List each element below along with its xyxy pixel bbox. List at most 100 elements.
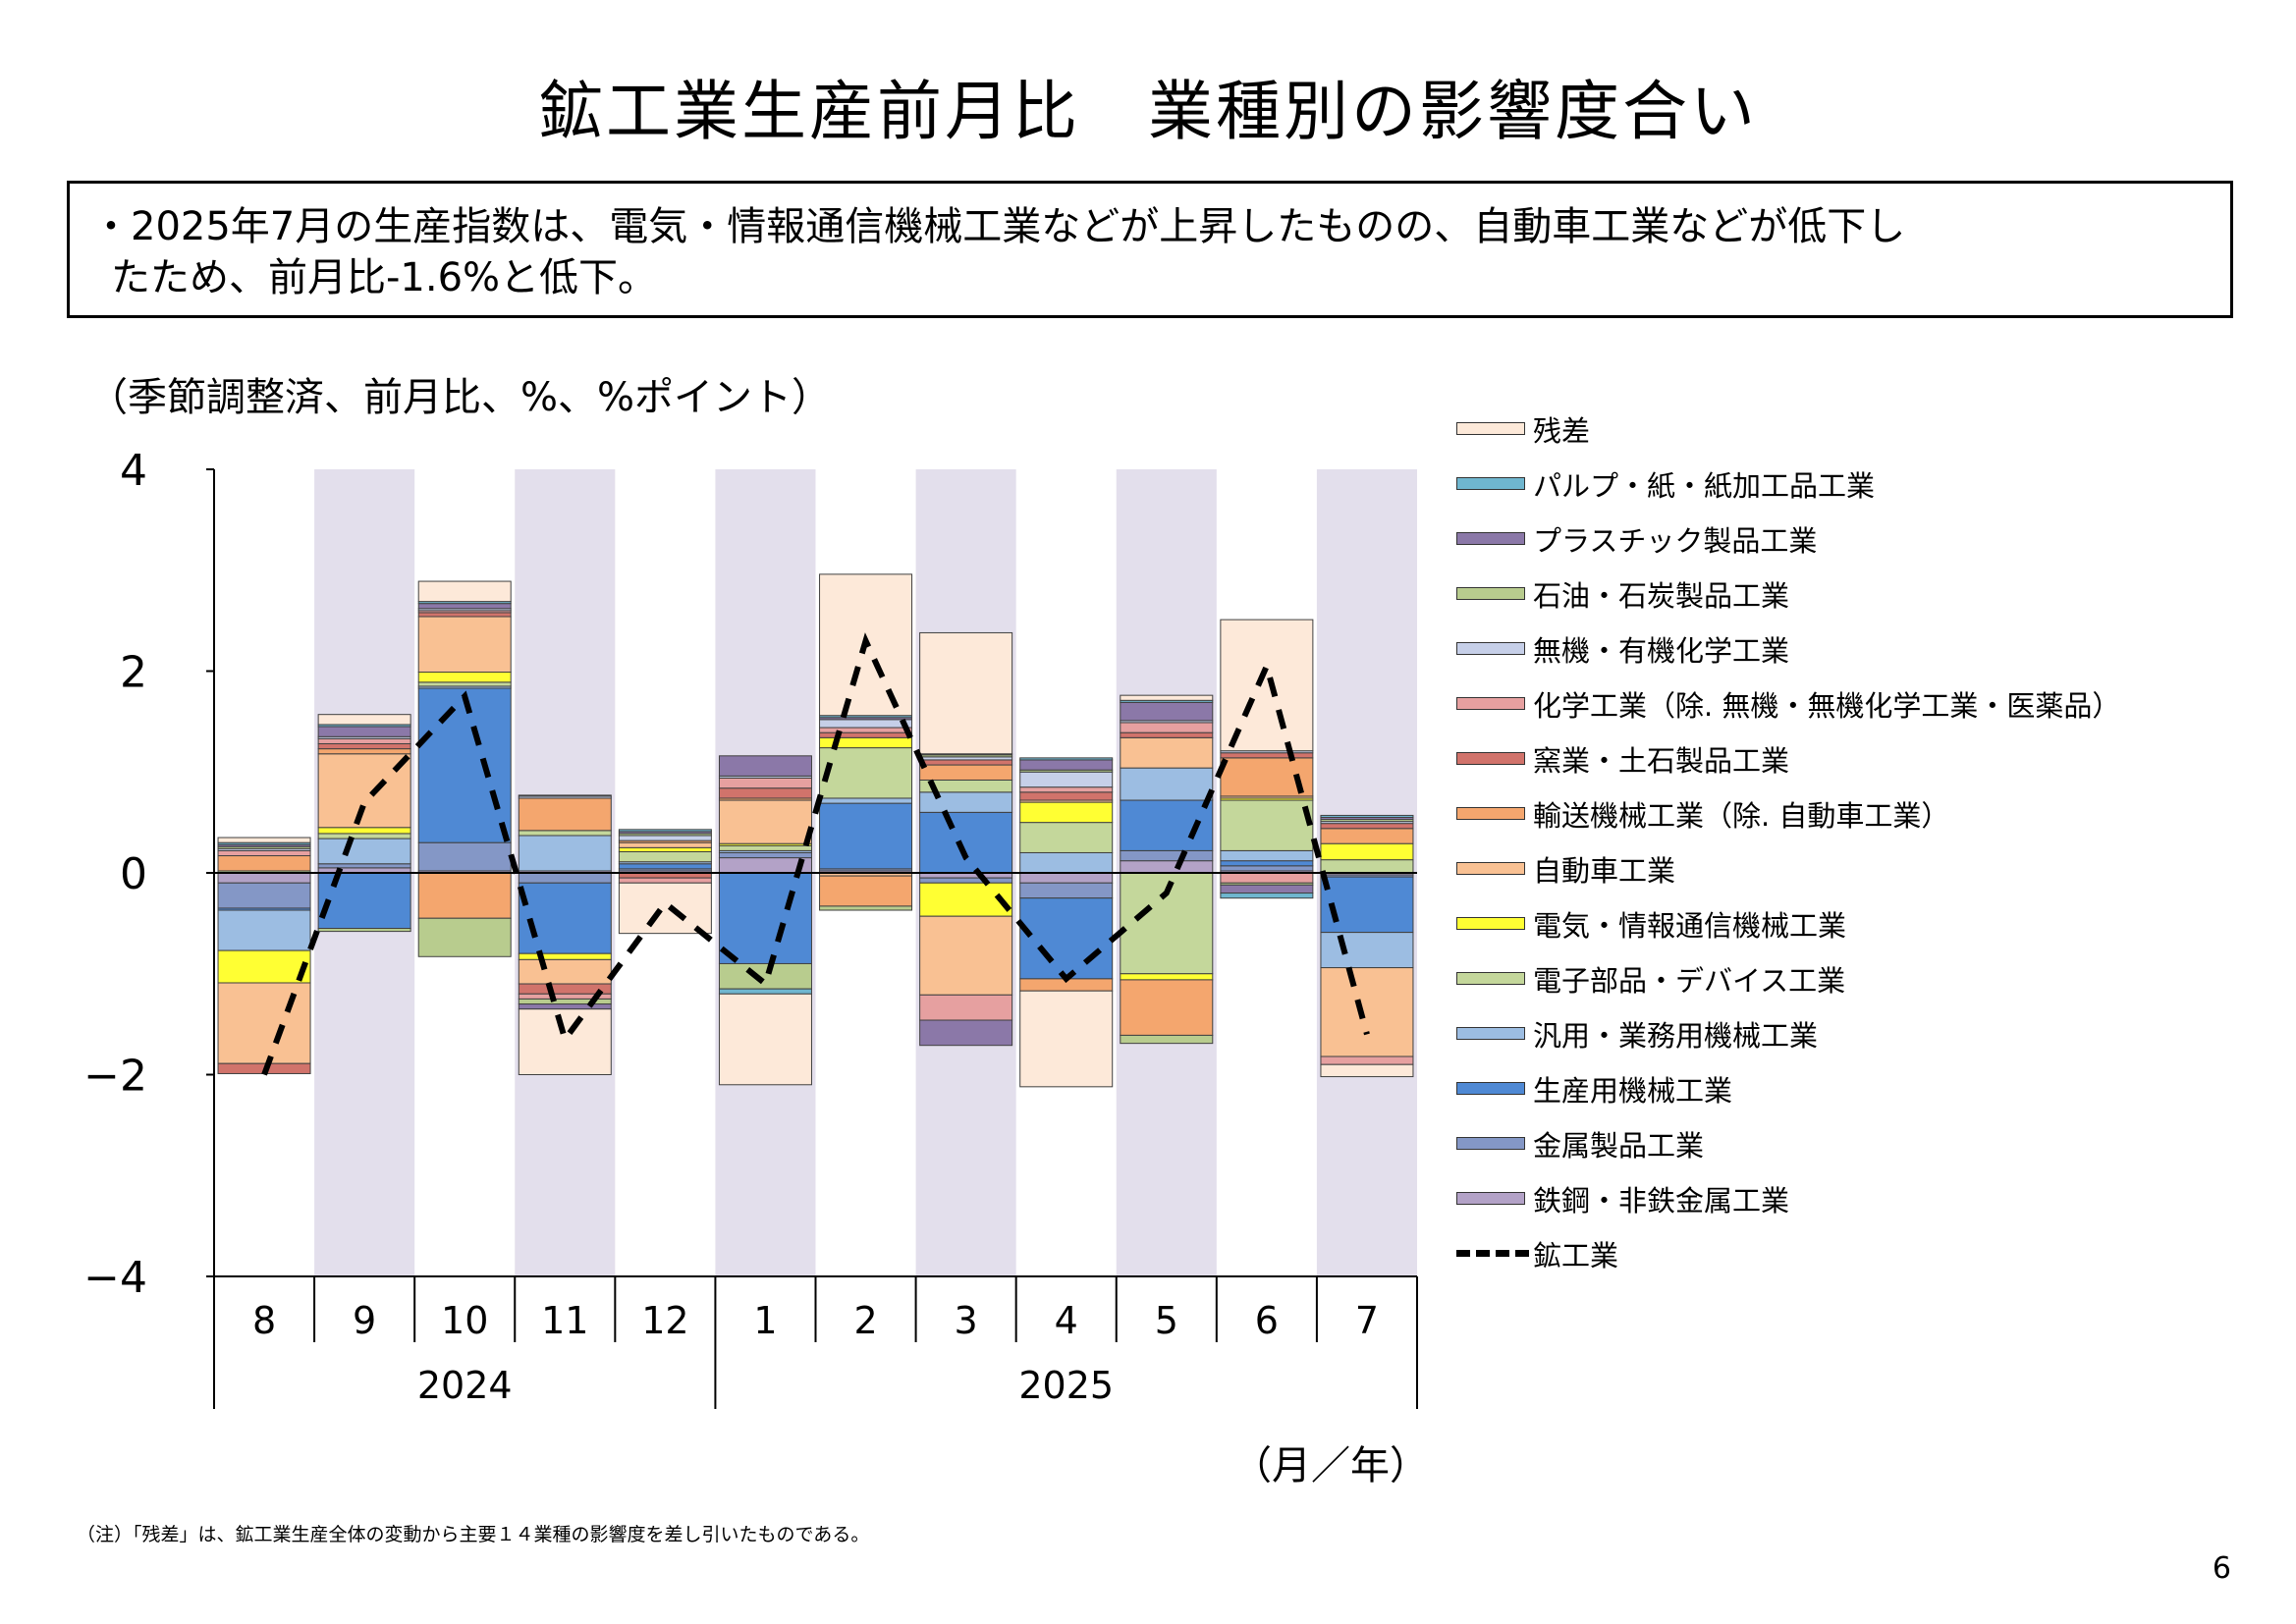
y-tick-label: −2 [83,1052,147,1102]
bar-segment [518,952,612,960]
bar-segment [1019,851,1114,874]
bar-segment [518,882,612,954]
bar-segment [217,872,311,884]
bar-segment [718,844,812,851]
bar-segment [1220,872,1314,884]
x-tick-label: 4 [1055,1299,1078,1342]
bar-segment [217,855,311,872]
bar-segment [317,838,411,865]
legend-dash-swatch [1456,1250,1529,1257]
y-tick-label: 0 [120,849,147,899]
bar-segment [317,714,411,726]
summary-line-1: ・2025年7月の生産指数は、電気・情報通信機械工業などが上昇したものの、自動車… [91,204,1906,249]
total-line-layer [261,632,1370,1076]
bar-segment [417,841,512,872]
bar-segment [1320,876,1414,934]
axes [206,468,1418,1409]
bar-segment [919,994,1013,1021]
bar-segment [718,755,812,777]
legend-label: 電気・情報通信機械工業 [1533,909,1847,943]
x-tick-label: 1 [753,1299,777,1342]
bar-segment [919,915,1013,996]
bar-segment [618,882,712,935]
bar-segment [1120,860,1214,874]
bar-segment [1120,872,1214,975]
legend-swatch [1456,972,1525,985]
legend-swatch [1456,1192,1525,1205]
legend-label: 生産用機械工業 [1533,1074,1733,1108]
bar-segment [1120,731,1214,738]
legend-label: 鉄鋼・非鉄金属工業 [1533,1184,1790,1218]
bar-segment [518,794,612,797]
bar-segment [417,603,512,610]
bar-segment [417,687,512,843]
bar-segment [1120,849,1214,862]
legend-label: 鉱工業 [1533,1239,1619,1272]
bar-segment [919,882,1013,917]
bar-segment [417,616,512,674]
bar-segment [1220,752,1314,759]
legend-label: 電子部品・デバイス工業 [1533,964,1846,998]
bar-segment [1220,799,1314,851]
bar-segment [518,830,612,837]
legend-swatch [1456,752,1525,765]
bar-segment [1019,786,1114,793]
unit-label: （季節調整済、前月比、%、%ポイント） [88,375,832,420]
legend-swatch [1456,1137,1525,1150]
bar-segment [1320,1063,1414,1078]
bar-segment [317,827,411,835]
bar-segment [1019,897,1114,980]
bar-segment [718,962,812,990]
y-tick-label: 2 [120,648,147,698]
bar-segment [919,791,1013,813]
bar-segment [317,833,411,839]
legend-swatch [1456,917,1525,930]
legend-swatch [1456,422,1525,435]
bar-stacks [217,573,1414,1088]
bar-segment [919,877,1013,884]
legend-label: 無機・有機化学工業 [1533,634,1790,668]
bar-segment [417,681,512,687]
bar-segment [718,993,812,1086]
bar-segment [1320,859,1414,874]
x-tick-label: 6 [1255,1299,1279,1342]
x-tick-label: 5 [1155,1299,1178,1342]
bar-segment [518,835,612,872]
bar-segment [317,928,411,933]
legend-label: 輸送機械工業（除. 自動車工業） [1533,799,1950,833]
bar-segment [317,737,411,744]
bar-segment [819,731,913,738]
bar-segment [217,909,311,951]
bar-segment [1120,767,1214,801]
summary-box: ・2025年7月の生産指数は、電気・情報通信機械工業などが上昇したものの、自動車… [67,181,2233,318]
bar-segment [1019,771,1114,788]
bar-segment [919,764,1013,781]
bar-segment [518,797,612,832]
legend-label: 化学工業（除. 無機・無機化学工業・医薬品） [1533,689,2121,723]
legend-swatch [1456,862,1525,875]
bar-segment [919,1019,1013,1047]
bar-segment [618,835,712,841]
bar-segment [1320,842,1414,861]
x-year-label: 2024 [417,1364,513,1407]
bar-segment [718,787,812,799]
legend-label: 汎用・業務用機械工業 [1533,1019,1819,1053]
bar-segment [518,958,612,985]
bar-segment [1120,979,1214,1036]
bar-segment [819,875,913,907]
x-tick-label: 3 [955,1299,978,1342]
bar-segment [317,748,411,755]
bar-segment [618,829,712,833]
bar-segment [417,917,512,957]
bar-segment [1220,884,1314,894]
legend-swatch [1456,1082,1525,1095]
legend-label: パルプ・紙・紙加工品工業 [1533,469,1876,503]
legend-swatch [1456,587,1525,600]
bar-segment [819,727,913,733]
x-tick-label: 12 [641,1299,688,1342]
bar-segment [819,573,913,717]
bar-segment [1320,1056,1414,1065]
bar-segment [217,837,311,843]
